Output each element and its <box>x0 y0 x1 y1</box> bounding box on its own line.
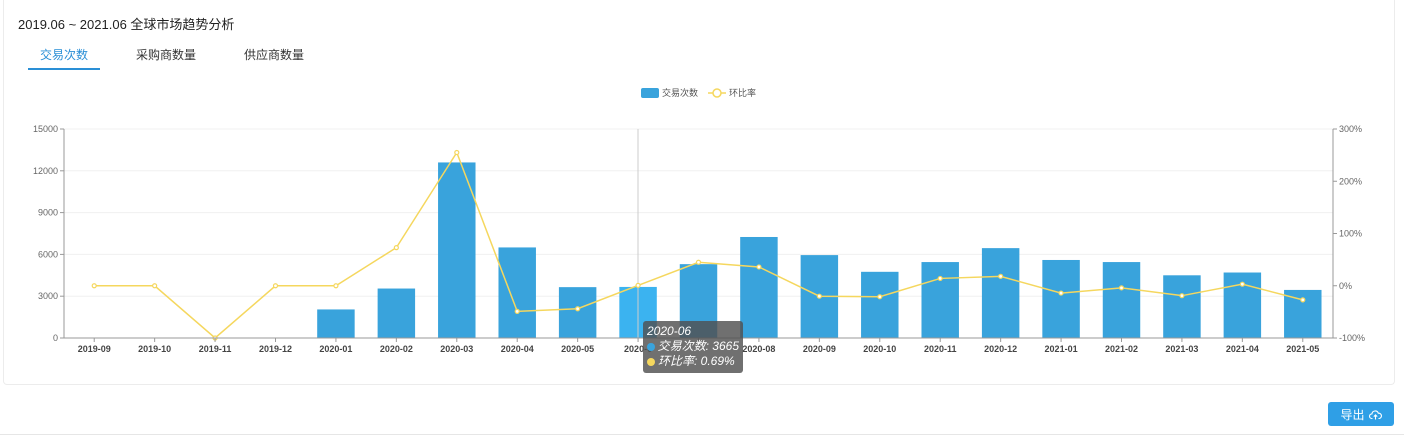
x-tick-label: 2020-10 <box>863 344 896 354</box>
legend: 交易次数 环比率 <box>641 87 756 98</box>
ratio-point <box>1239 281 1245 287</box>
ratio-point <box>877 294 883 300</box>
bar <box>1102 262 1141 338</box>
ratio-point <box>272 283 279 289</box>
x-tick-label: 2020-08 <box>742 344 775 354</box>
legend-bar-label: 交易次数 <box>662 87 698 98</box>
bar <box>740 236 778 338</box>
tooltip-title: 2020-06 <box>647 324 692 338</box>
chart-tooltip: 2020-06 交易次数: 3665 环比率: 0.69% <box>643 321 743 373</box>
ratio-point <box>816 293 822 299</box>
x-tick-label: 2021-05 <box>1286 344 1319 354</box>
tab-suppliers[interactable]: 供应商数量 <box>244 48 305 62</box>
y-tick-label: 12000 <box>33 166 58 176</box>
x-tick-label: 2020-03 <box>440 344 473 354</box>
ratio-point <box>635 282 641 288</box>
bar-series <box>317 162 1322 338</box>
y-tick-label: 15000 <box>33 124 58 134</box>
metric-tabs: 交易次数 采购商数量 供应商数量 <box>28 46 340 70</box>
bottom-divider <box>0 434 1404 435</box>
ratio-point <box>91 283 97 289</box>
x-tick-label: 2021-03 <box>1165 344 1198 354</box>
bar <box>377 288 416 338</box>
ratio-point <box>393 245 399 251</box>
ratio-point <box>937 275 943 282</box>
axes: 0 3000 6000 9000 12000 15000 -100% 0% 100% 200% 30… <box>33 124 1365 354</box>
series-dot-icon <box>647 357 655 366</box>
ratio-point <box>575 306 581 312</box>
x-tick-label: 2019-12 <box>259 344 292 354</box>
y2-tick-label: 0% <box>1339 281 1352 291</box>
tooltip-row-ratio: 环比率: 0.69% <box>647 354 739 369</box>
ratio-point <box>1300 297 1306 303</box>
cloud-upload-icon <box>1368 409 1382 419</box>
y2-tick-label: -100% <box>1339 333 1365 343</box>
ratio-point <box>695 259 702 265</box>
x-tick-label: 2019-09 <box>78 344 111 354</box>
ratio-point <box>998 273 1004 279</box>
x-tick-label: 2021-02 <box>1105 344 1138 354</box>
x-tick-label: 2021-04 <box>1226 344 1259 354</box>
tab-buyers[interactable]: 采购商数量 <box>136 48 197 62</box>
x-tick-label: 2020-02 <box>380 344 413 354</box>
y2-tick-label: 200% <box>1339 176 1362 186</box>
y-tick-label: 3000 <box>38 291 58 301</box>
ratio-point <box>514 308 520 314</box>
export-button[interactable]: 导出 <box>1328 402 1394 426</box>
x-tick-label: 2019-10 <box>138 344 171 354</box>
y-tick-label: 9000 <box>38 208 58 218</box>
ratio-point <box>1058 290 1064 296</box>
x-tick-label: 2020-05 <box>561 344 594 354</box>
ratio-line-series <box>91 149 1306 341</box>
ratio-point <box>333 283 339 289</box>
ratio-point <box>1179 293 1185 299</box>
y2-tick-label: 100% <box>1339 229 1362 239</box>
x-tick-label: 2020-0 <box>624 344 652 354</box>
bar <box>498 247 536 338</box>
ratio-point <box>756 264 762 270</box>
x-tick-label: 2020-09 <box>803 344 836 354</box>
x-tick-label: 2020-11 <box>924 344 957 354</box>
y-tick-label: 0 <box>53 333 58 343</box>
bar <box>558 287 597 338</box>
x-tick-label: 2019-11 <box>199 344 232 354</box>
page-title: 2019.06 ~ 2021.06 全球市场趋势分析 <box>18 17 235 32</box>
bar <box>1163 275 1201 338</box>
tooltip-row-transactions: 交易次数: 3665 <box>647 339 739 354</box>
ratio-point <box>454 149 460 156</box>
ratio-point <box>1118 285 1125 291</box>
bar <box>317 309 355 338</box>
legend-line-marker <box>712 88 722 98</box>
bar <box>438 162 476 338</box>
legend-line-label: 环比率 <box>729 87 756 98</box>
tooltip-ratio-value: 环比率: 0.69% <box>658 354 735 368</box>
series-dot-icon <box>647 342 655 351</box>
bar <box>981 248 1020 338</box>
x-tick-label: 2020-01 <box>319 344 352 354</box>
x-tick-label: 2021-01 <box>1045 344 1078 354</box>
legend-bar-swatch <box>641 88 659 98</box>
tooltip-transactions-value: 交易次数: 3665 <box>657 339 739 353</box>
bar <box>861 271 899 338</box>
ratio-point <box>152 283 158 289</box>
export-button-label: 导出 <box>1340 407 1365 422</box>
x-tick-label: 2020-12 <box>984 344 1017 354</box>
y2-tick-label: 300% <box>1339 124 1362 134</box>
x-tick-label: 2020-04 <box>501 344 534 354</box>
bar <box>921 262 959 338</box>
tab-transactions[interactable]: 交易次数 <box>28 46 101 70</box>
bar <box>1042 259 1080 338</box>
y-tick-label: 6000 <box>38 249 58 259</box>
